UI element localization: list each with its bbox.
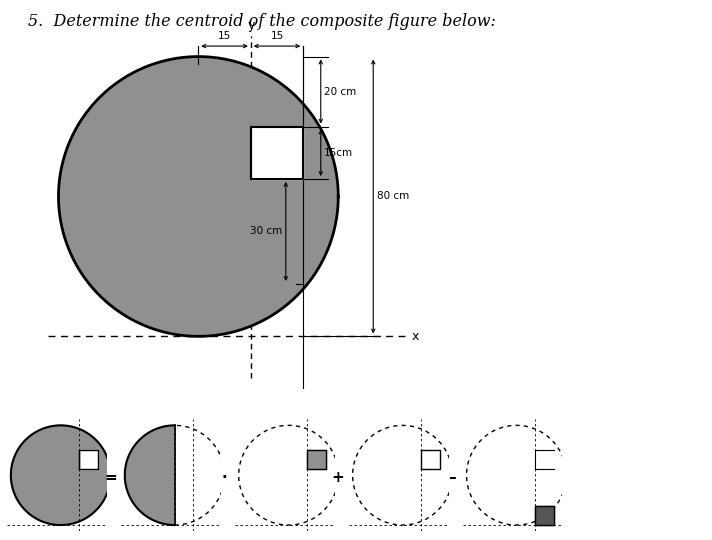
Text: 15: 15 bbox=[271, 31, 283, 41]
Text: +: + bbox=[332, 470, 345, 485]
Polygon shape bbox=[535, 507, 554, 525]
Polygon shape bbox=[308, 450, 326, 469]
Text: 5.  Determine the centroid of the composite figure below:: 5. Determine the centroid of the composi… bbox=[28, 14, 496, 30]
Text: 15: 15 bbox=[218, 31, 231, 41]
Text: 20 cm: 20 cm bbox=[324, 86, 357, 97]
Polygon shape bbox=[80, 450, 98, 469]
Polygon shape bbox=[11, 426, 110, 525]
Text: –: – bbox=[449, 470, 456, 485]
Text: 30 cm: 30 cm bbox=[250, 226, 282, 237]
Text: y: y bbox=[247, 19, 254, 32]
Text: x: x bbox=[412, 330, 419, 343]
Polygon shape bbox=[125, 426, 174, 525]
Polygon shape bbox=[251, 126, 303, 179]
Text: 80 cm: 80 cm bbox=[377, 192, 409, 201]
Polygon shape bbox=[58, 57, 338, 336]
Text: =: = bbox=[104, 470, 117, 485]
Text: 15cm: 15cm bbox=[324, 148, 353, 158]
Text: ·: · bbox=[221, 470, 227, 485]
